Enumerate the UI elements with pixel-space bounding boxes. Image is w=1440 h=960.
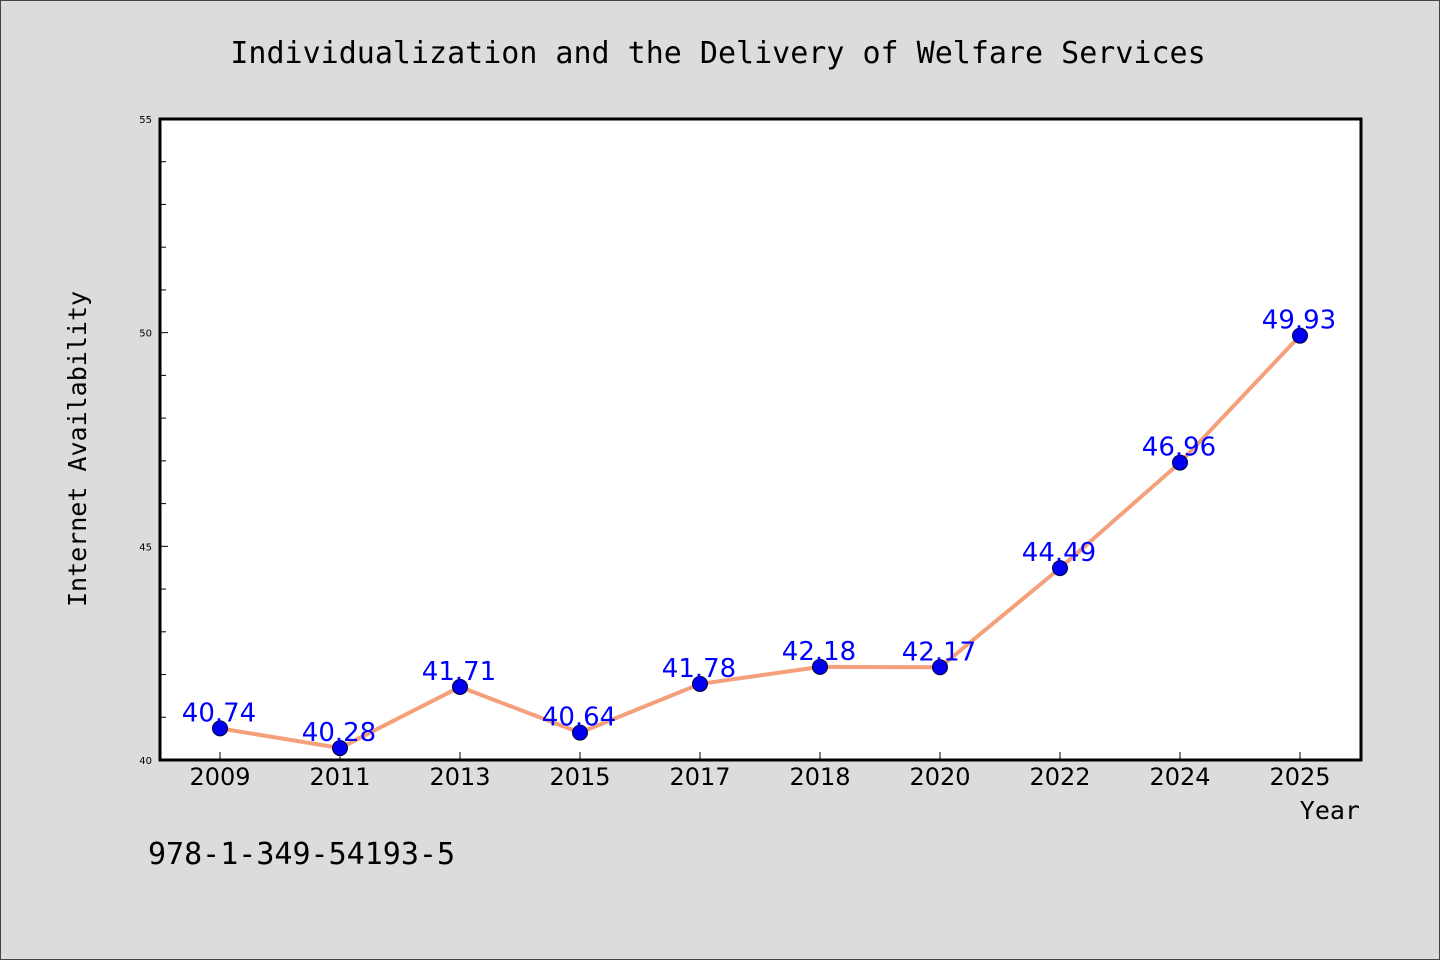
x-tick-label: 2022 [1029, 763, 1090, 791]
y-axis: 40 45 50 55 [139, 115, 168, 767]
x-axis: 2009 2011 2013 2015 2017 2018 2020 2022 2024 2025 [189, 752, 1331, 791]
series-line-group [212, 327, 1308, 757]
x-tick-label: 2017 [669, 763, 730, 791]
data-label: 40.74 [182, 698, 256, 728]
data-label: 42.17 [902, 637, 976, 667]
data-label: 46.96 [1142, 433, 1216, 463]
data-point [932, 659, 948, 676]
isbn-caption: 978-1-349-54193-5 [148, 837, 455, 872]
x-tick-label: 2009 [189, 763, 250, 791]
data-labels-group: 40.74 40.28 41.71 40.64 41.78 42.18 42.17 44.49… [182, 306, 1336, 748]
data-label: 41.71 [422, 657, 496, 687]
x-tick-label: 2011 [309, 763, 370, 791]
data-point [692, 675, 708, 692]
y-tick-label: 55 [139, 115, 152, 126]
x-tick-label: 2024 [1149, 763, 1210, 791]
x-tick-label: 2020 [909, 763, 970, 791]
data-point [332, 740, 348, 757]
series-line [218, 333, 1302, 751]
data-point [1292, 327, 1308, 344]
y-tick-label: 40 [139, 756, 152, 767]
data-point [812, 658, 828, 675]
data-label: 41.78 [662, 654, 736, 684]
data-label: 44.49 [1022, 538, 1096, 568]
x-axis-label: Year [1300, 796, 1360, 825]
y-tick-label: 45 [139, 542, 152, 553]
plot-area [158, 117, 1363, 762]
data-label: 40.64 [542, 703, 616, 733]
data-point [1172, 454, 1188, 471]
data-label: 42.18 [782, 637, 856, 667]
data-label: 49.93 [1262, 306, 1336, 336]
x-tick-label: 2018 [789, 763, 850, 791]
y-tick-label: 50 [139, 329, 152, 340]
x-tick-label: 2013 [429, 763, 490, 791]
x-tick-label: 2015 [549, 763, 610, 791]
data-point [1052, 560, 1068, 577]
y-axis-label: Internet Availability [63, 291, 92, 607]
x-tick-label: 2025 [1269, 763, 1330, 791]
data-point [452, 678, 468, 695]
data-point [572, 724, 588, 741]
chart-title: Individualization and the Delivery of We… [230, 36, 1205, 71]
data-point [212, 720, 228, 737]
data-label: 40.28 [302, 718, 376, 748]
